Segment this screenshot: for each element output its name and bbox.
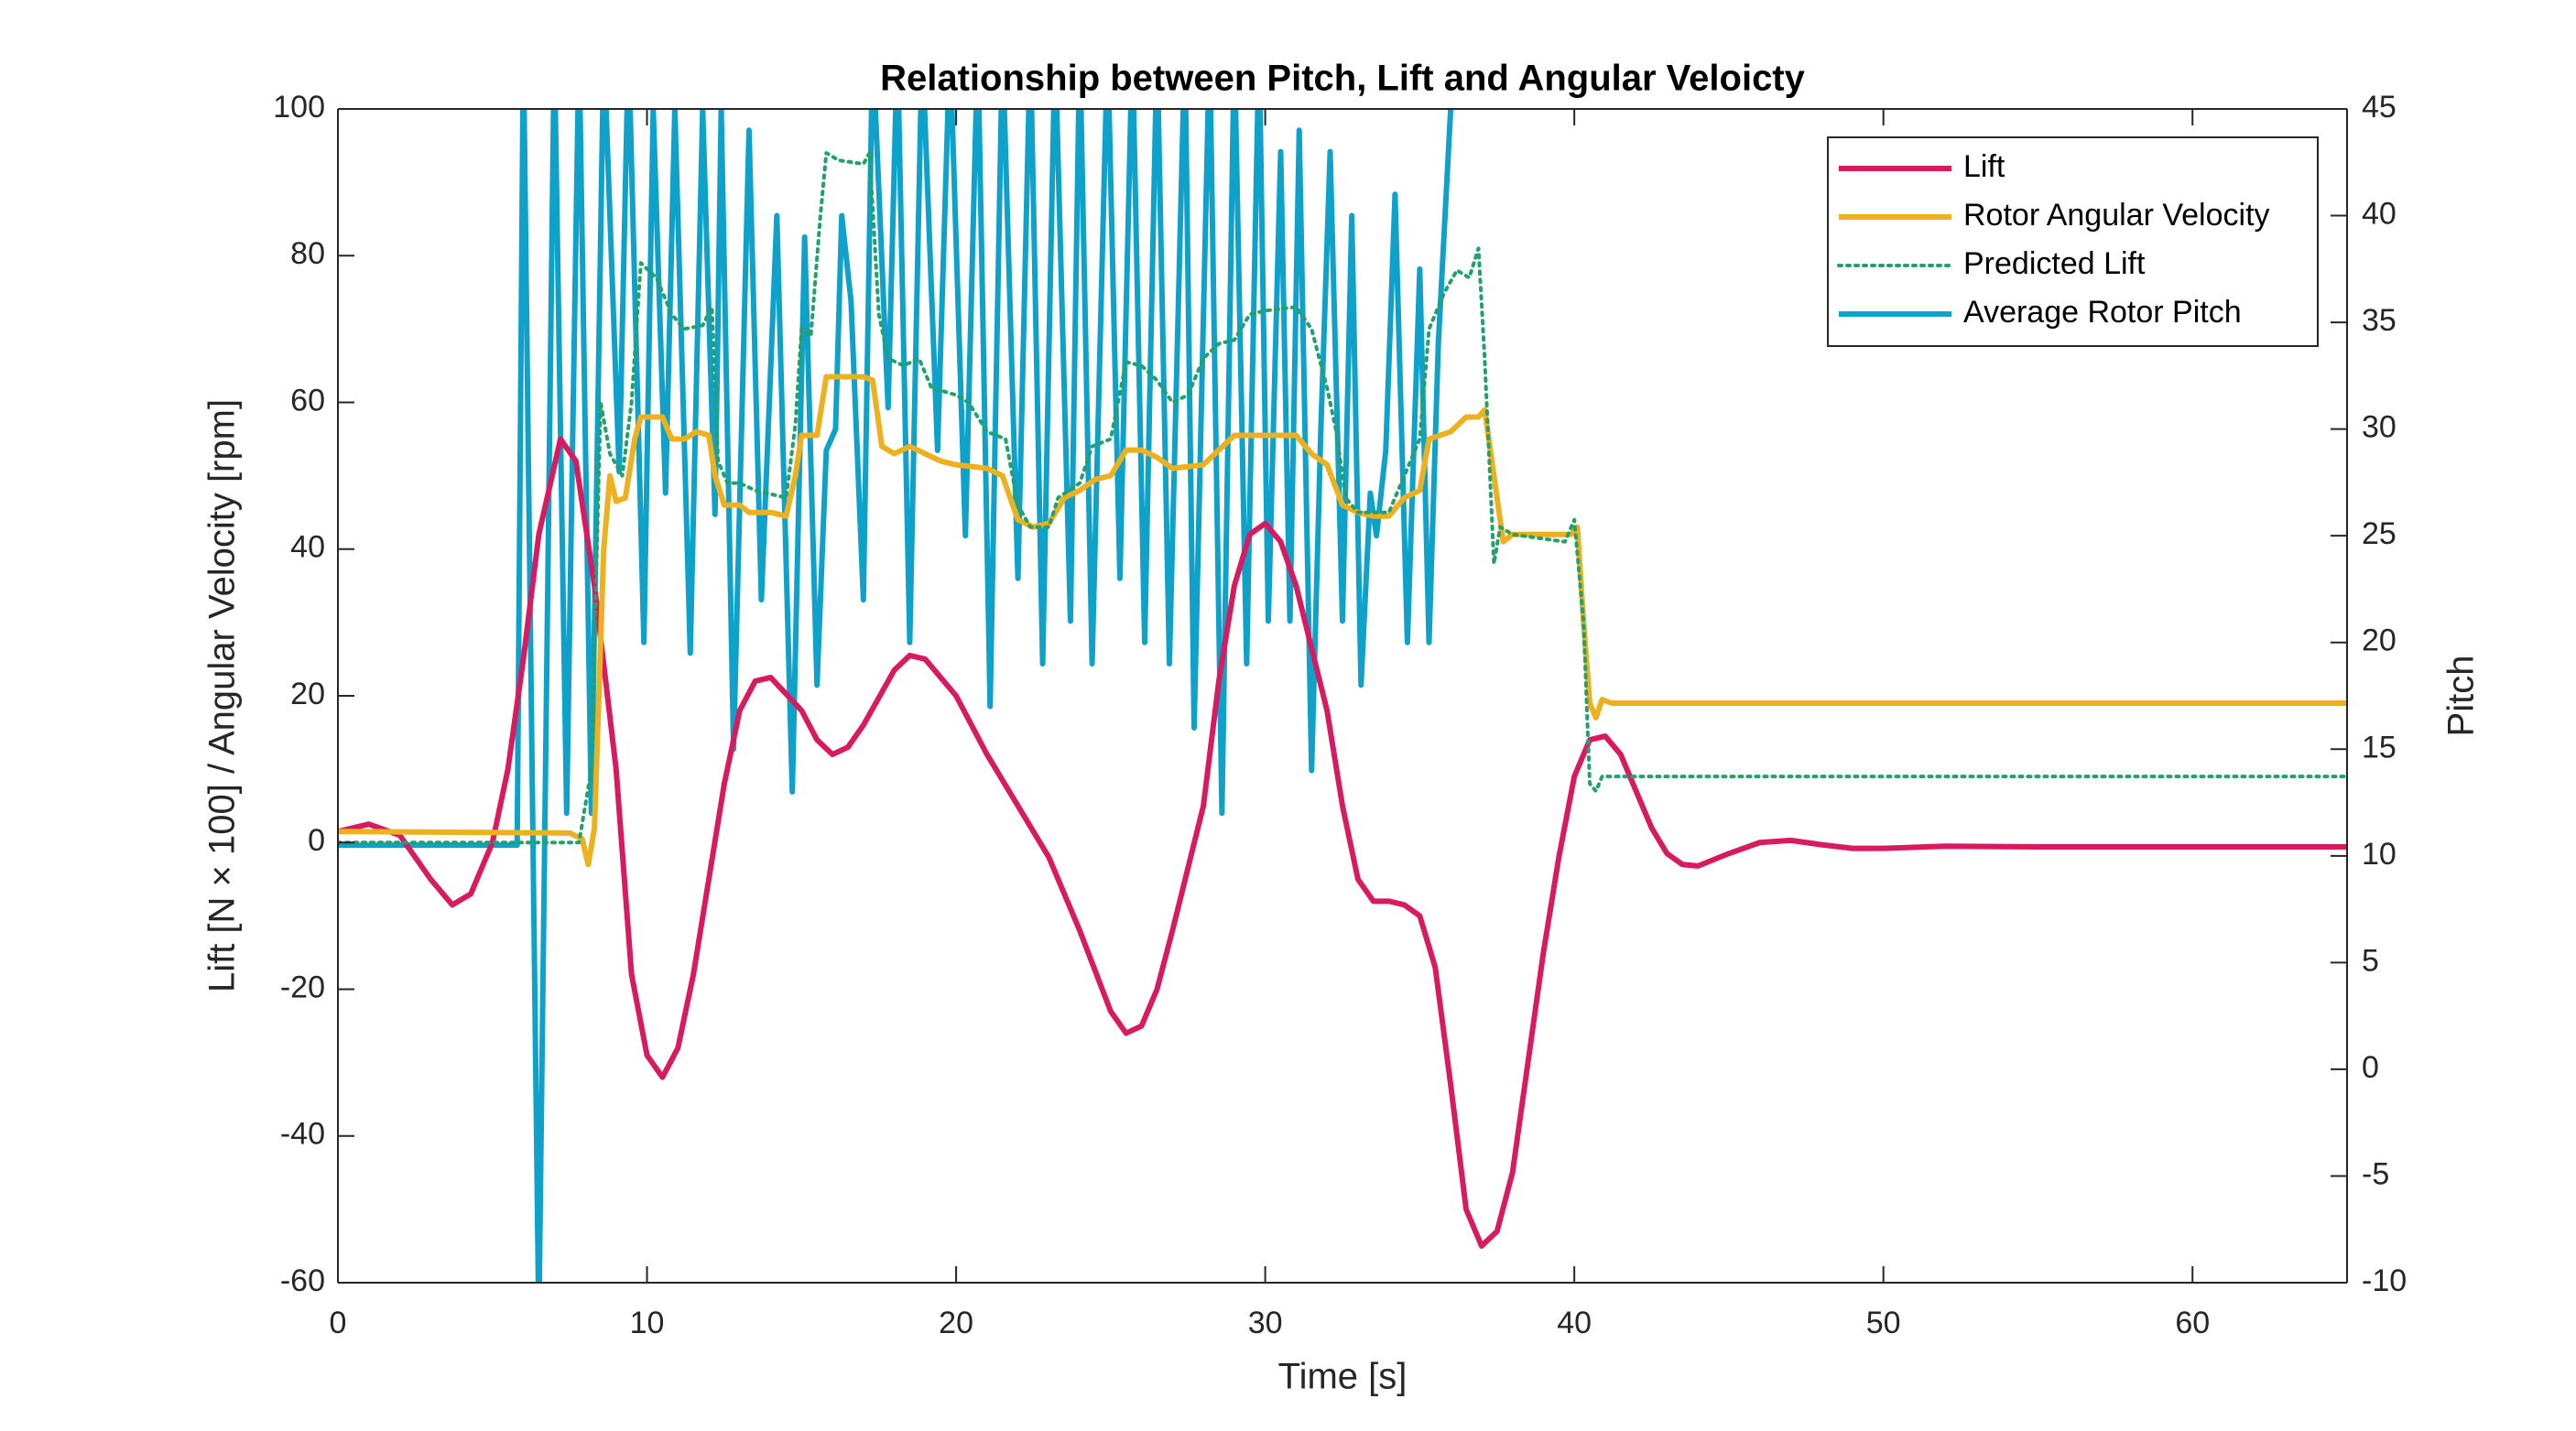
- y-tick-label: 100: [273, 90, 325, 125]
- series-line: [338, 436, 2347, 1249]
- plot-lines: [338, 109, 2347, 1283]
- y-tick-label: -40: [280, 1117, 325, 1152]
- y2-tick-label: 0: [2362, 1050, 2379, 1085]
- legend-label: Lift: [1963, 149, 2005, 184]
- y2-tick-label: -5: [2362, 1156, 2389, 1191]
- y-tick-label: -20: [280, 970, 325, 1004]
- series-line: [338, 109, 1454, 1283]
- y2-tick-label: 5: [2362, 943, 2379, 978]
- y-axis-label: Lift [N × 100] / Angular Velocity [rpm]: [202, 399, 243, 992]
- y2-tick-label: 25: [2362, 516, 2397, 551]
- y2-tick-label: 40: [2362, 197, 2397, 232]
- x-tick-label: 40: [1557, 1306, 1592, 1340]
- x-tick-label: 0: [330, 1306, 347, 1340]
- y-tick-label: -60: [280, 1263, 325, 1298]
- y2-tick-label: 45: [2362, 90, 2397, 125]
- y-tick-label: 60: [290, 383, 325, 417]
- series-line: [338, 374, 2347, 868]
- y2-tick-label: 35: [2362, 303, 2397, 338]
- legend-label: Predicted Lift: [1963, 246, 2146, 281]
- x-tick-label: 50: [1866, 1306, 1901, 1340]
- x-tick-label: 60: [2175, 1306, 2210, 1340]
- y2-tick-label: 10: [2362, 837, 2397, 872]
- legend: Lift Rotor Angular Velocity Predicted Lift…: [1827, 136, 2319, 347]
- x-tick-label: 10: [630, 1306, 665, 1340]
- legend-label: Average Rotor Pitch: [1963, 295, 2242, 330]
- y-tick-label: 80: [290, 236, 325, 271]
- y2-tick-label: 20: [2362, 623, 2397, 658]
- y2-tick-label: 30: [2362, 410, 2397, 445]
- legend-label: Rotor Angular Velocity: [1963, 198, 2270, 233]
- y2-axis-label: Pitch: [2441, 656, 2482, 737]
- y2-tick-label: 15: [2362, 730, 2397, 764]
- x-axis-label: Time [s]: [1278, 1357, 1408, 1397]
- y-tick-label: 20: [290, 677, 325, 711]
- series-line: [338, 151, 2347, 845]
- x-tick-label: 30: [1248, 1306, 1283, 1340]
- x-tick-label: 20: [939, 1306, 973, 1340]
- y-tick-label: 40: [290, 530, 325, 565]
- y2-tick-label: -10: [2362, 1263, 2407, 1298]
- chart-title: Relationship between Pitch, Lift and Ang…: [880, 59, 1806, 99]
- y-tick-label: 0: [308, 823, 325, 858]
